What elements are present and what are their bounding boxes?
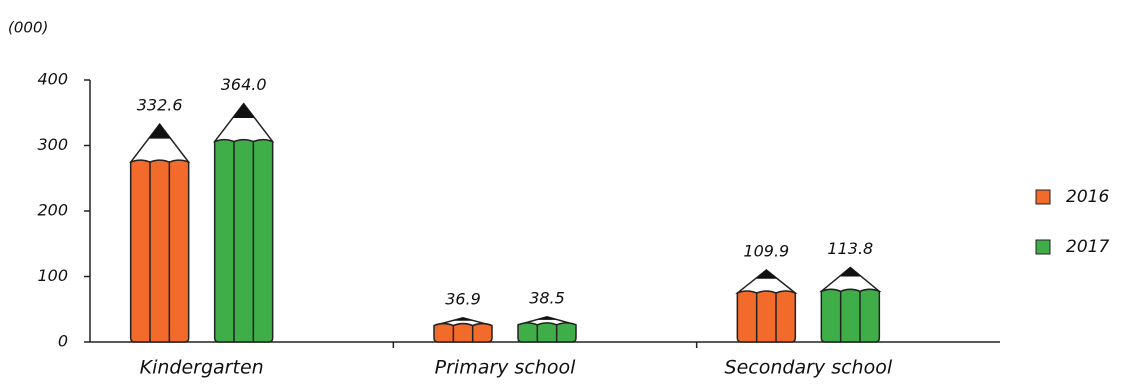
y-tick-label: 0 — [58, 332, 68, 351]
value-label: 36.9 — [445, 289, 481, 308]
value-label: 109.9 — [743, 242, 789, 261]
pencil-lead — [232, 103, 255, 119]
pencil-lead — [839, 267, 862, 277]
legend-swatch — [1035, 189, 1051, 205]
value-label: 364.0 — [221, 75, 267, 94]
pencil-body — [820, 288, 881, 343]
bar — [517, 316, 577, 343]
y-tick-label: 300 — [37, 135, 68, 154]
bar — [129, 122, 191, 343]
y-tick-label: 400 — [37, 70, 68, 89]
y-tick-label: 100 — [37, 266, 68, 285]
value-label: 332.6 — [137, 96, 183, 115]
legend-label: 2017 — [1066, 237, 1109, 257]
pencil-body — [517, 322, 577, 343]
pencil-lead — [535, 316, 559, 320]
bar — [213, 102, 275, 343]
pencil-body — [213, 138, 274, 343]
value-label: 38.5 — [529, 288, 565, 307]
bar — [433, 317, 493, 343]
legend-label: 2016 — [1066, 187, 1109, 207]
pencil-body — [433, 322, 493, 343]
value-label: 113.8 — [827, 239, 873, 258]
pencil-body — [736, 290, 797, 343]
x-tick-label: Primary school — [435, 357, 576, 379]
pencil-lead — [755, 270, 778, 279]
legend-swatch — [1035, 239, 1051, 255]
x-tick-label: Kindergarten — [140, 357, 264, 379]
unit-label: (000) — [8, 19, 48, 37]
bar — [735, 269, 798, 343]
pencil-lead — [148, 124, 171, 139]
bar — [819, 266, 882, 343]
x-tick-label: Secondary school — [725, 357, 893, 379]
y-tick-label: 200 — [37, 201, 68, 220]
pencil-lead — [451, 317, 475, 321]
pencil-body — [129, 159, 190, 343]
